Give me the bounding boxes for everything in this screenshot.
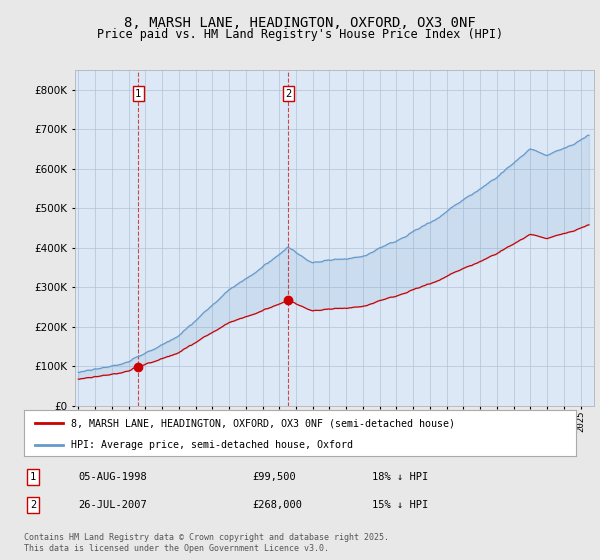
Text: 18% ↓ HPI: 18% ↓ HPI [372,472,428,482]
Text: 15% ↓ HPI: 15% ↓ HPI [372,500,428,510]
Text: 1: 1 [30,472,36,482]
Text: 8, MARSH LANE, HEADINGTON, OXFORD, OX3 0NF (semi-detached house): 8, MARSH LANE, HEADINGTON, OXFORD, OX3 0… [71,418,455,428]
Text: Price paid vs. HM Land Registry's House Price Index (HPI): Price paid vs. HM Land Registry's House … [97,28,503,41]
Text: £99,500: £99,500 [252,472,296,482]
Text: 26-JUL-2007: 26-JUL-2007 [78,500,147,510]
Text: 2: 2 [286,88,292,99]
Text: 2: 2 [30,500,36,510]
Text: 1: 1 [135,88,142,99]
Text: 05-AUG-1998: 05-AUG-1998 [78,472,147,482]
Text: HPI: Average price, semi-detached house, Oxford: HPI: Average price, semi-detached house,… [71,440,353,450]
Text: 8, MARSH LANE, HEADINGTON, OXFORD, OX3 0NF: 8, MARSH LANE, HEADINGTON, OXFORD, OX3 0… [124,16,476,30]
Text: £268,000: £268,000 [252,500,302,510]
Text: Contains HM Land Registry data © Crown copyright and database right 2025.
This d: Contains HM Land Registry data © Crown c… [24,533,389,553]
